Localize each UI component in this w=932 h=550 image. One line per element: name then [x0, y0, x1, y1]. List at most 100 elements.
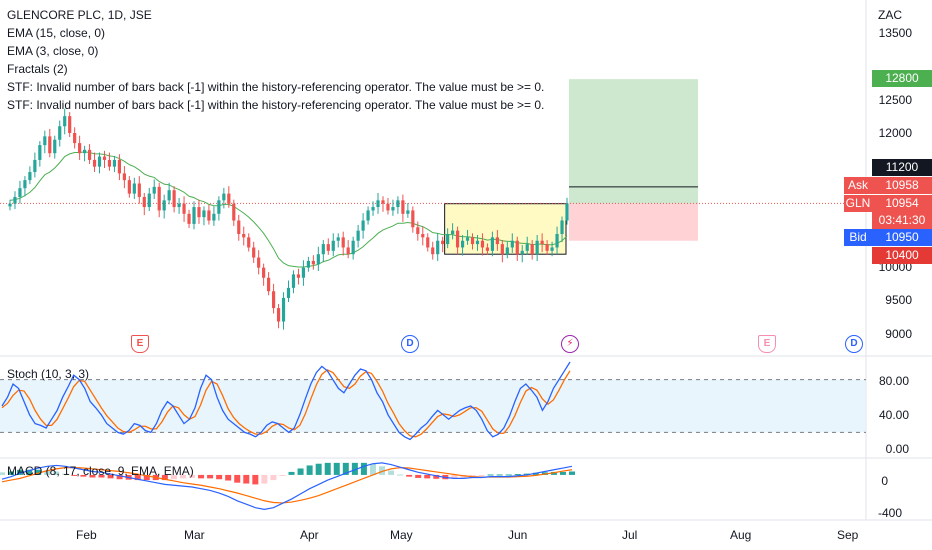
candle-body: [252, 247, 256, 258]
candle-body: [446, 234, 450, 245]
candle-body: [212, 213, 216, 221]
candle-body: [525, 244, 529, 251]
candle-body: [267, 277, 271, 292]
time-axis-label: Apr: [300, 528, 319, 542]
candle-body: [351, 240, 355, 255]
dividend-event-icon[interactable]: D: [401, 335, 419, 353]
candle-body: [311, 260, 315, 265]
macd-histogram-bar: [44, 470, 51, 475]
candle-body: [262, 267, 266, 278]
macd-histogram-bar: [351, 462, 358, 475]
indicator-ema-3[interactable]: EMA (3, close, 0): [7, 44, 99, 58]
macd-signal-line: [1, 466, 573, 504]
macd-histogram-bar: [8, 471, 15, 475]
target-zone: [569, 79, 698, 204]
candle-body: [326, 244, 330, 251]
macd-histogram-bar: [306, 465, 313, 475]
candle-body: [451, 230, 455, 234]
macd-histogram-bar: [514, 474, 521, 476]
candle-body: [33, 159, 37, 173]
candle-body: [8, 203, 12, 207]
candle-body: [341, 237, 345, 248]
ema-15-line: [9, 151, 568, 268]
candle-body: [336, 237, 340, 241]
candle-body: [331, 240, 335, 251]
price-axis-label: 9000: [885, 327, 912, 341]
indicator-ema-15[interactable]: EMA (15, close, 0): [7, 26, 106, 40]
candle-body: [391, 207, 395, 211]
candle-body: [545, 244, 549, 251]
macd-histogram-bar: [324, 462, 331, 475]
candle-body: [117, 159, 122, 174]
price-axis-label: 12500: [878, 93, 912, 107]
candle-body: [346, 247, 350, 255]
candle-body: [207, 210, 211, 221]
split-event-icon[interactable]: ⚡: [561, 335, 579, 353]
macd-histogram-bar: [261, 474, 268, 484]
macd-histogram-bar: [252, 474, 259, 485]
stoch-k-line: [1, 361, 571, 441]
candle-body: [455, 230, 460, 248]
macd-histogram-bar: [207, 474, 214, 479]
stop-zone: [569, 203, 698, 241]
candle-body: [500, 244, 504, 255]
macd-histogram-bar: [315, 463, 322, 475]
candle-body: [102, 156, 107, 160]
earnings-event-icon[interactable]: E: [131, 335, 149, 353]
candle-body: [28, 172, 32, 181]
macd-histogram-bar: [170, 474, 177, 480]
candle-body: [122, 173, 126, 181]
candle-body: [490, 237, 495, 251]
candle-body: [107, 159, 112, 167]
price-axis-label: 9500: [885, 293, 912, 307]
candle-body: [441, 240, 445, 245]
candle-body: [460, 240, 465, 248]
candle-body: [465, 237, 470, 241]
candle-body: [237, 220, 241, 234]
candle-body: [132, 183, 136, 194]
macd-histogram-bar: [225, 474, 232, 481]
macd-histogram-bar: [270, 474, 277, 481]
candle-body: [182, 203, 186, 214]
candle-body: [43, 136, 47, 146]
candle-body: [142, 196, 146, 208]
macd-histogram-bar: [379, 466, 385, 475]
time-axis-label: Jun: [508, 528, 528, 542]
macd-histogram-bar: [234, 474, 241, 483]
candle-body: [470, 237, 475, 245]
indicator-stf-error-1: STF: Invalid number of bars back [-1] wi…: [7, 80, 545, 94]
macd-line: [1, 462, 573, 510]
macd-histogram-bar: [569, 471, 575, 475]
upcoming-earnings-icon[interactable]: E: [758, 335, 776, 353]
symbol-title[interactable]: GLENCORE PLC, 1D, JSE: [7, 8, 152, 22]
time-axis-label: Jul: [622, 528, 638, 542]
stoch-d-line: [1, 369, 571, 438]
candle-body: [137, 183, 141, 197]
macd-histogram-bar: [397, 474, 404, 476]
macd-histogram-bar: [89, 474, 96, 478]
candle-body: [18, 188, 22, 197]
candle-body: [63, 116, 67, 127]
stoch-axis-label: 0.00: [885, 442, 909, 456]
stoch-title[interactable]: Stoch (10, 3, 3): [7, 367, 90, 381]
bar-countdown: 03:41:30: [872, 212, 932, 229]
currency-label[interactable]: ZAC: [878, 8, 902, 22]
macd-title[interactable]: MACD (8, 17, close, 9, EMA, EMA): [7, 464, 194, 478]
upcoming-dividend-icon[interactable]: D: [845, 335, 863, 353]
macd-histogram-bar: [369, 463, 376, 475]
candle-body: [73, 133, 77, 144]
macd-axis-label: -400: [877, 506, 902, 520]
candle-body: [68, 116, 72, 133]
macd-histogram-bar: [532, 472, 539, 475]
chart-legend: GLENCORE PLC, 1D, JSE EMA (15, close, 0)…: [7, 6, 544, 114]
candle-body: [112, 159, 117, 167]
candle-body: [187, 213, 191, 224]
candle-body: [286, 287, 291, 298]
macd-histogram-bar: [189, 474, 195, 478]
macd-histogram-bar: [17, 469, 24, 475]
indicator-fractals[interactable]: Fractals (2): [7, 62, 68, 76]
macd-histogram-bar: [198, 474, 205, 479]
candle-body: [296, 274, 301, 278]
candle-body: [316, 254, 320, 265]
